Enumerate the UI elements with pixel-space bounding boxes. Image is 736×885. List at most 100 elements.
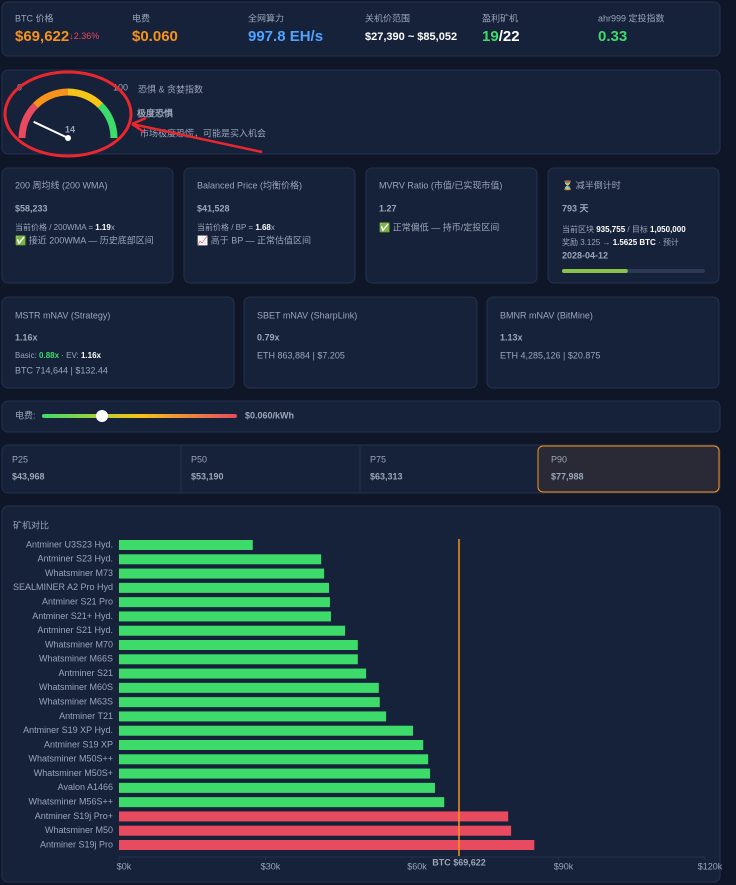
gauge-max: 100 [113,82,128,92]
text-part: x [271,223,275,232]
gauge-level: 极度恐惧 [137,107,173,118]
x-tick-label: $30k [261,861,281,871]
y-tick-label: Whatsminer M70 [45,639,113,649]
y-tick-label: Antminer U3S23 Hyd. [26,539,113,549]
stat-value: $0.060 [132,28,178,45]
x-tick-label: $90k [554,861,574,871]
x-tick-label: $0k [117,861,132,871]
bar [119,654,358,665]
text-part: $69,622 [15,28,69,45]
card-status: ✅ 正常偏低 — 持币/定投区间 [379,221,499,232]
y-tick-label: Whatsminer M50S++ [28,754,113,764]
y-tick-label: Antminer T21 [59,711,113,721]
text-part: 1,050,000 [650,225,686,234]
percentile-value: $77,988 [551,471,584,481]
bar [119,782,435,793]
percentile-label: P50 [191,454,207,464]
gauge-title: 恐惧 & 贪婪指数 [138,83,203,94]
text-part: 0.88x [39,351,60,360]
text-part: 0.33 [598,28,627,45]
text-part: $0.060 [132,28,178,45]
bar [119,682,379,693]
stat-label: 电费 [132,12,150,23]
slider-track [42,414,237,418]
text-part: 19 [482,28,499,45]
bar [119,825,512,836]
card-value: $58,233 [15,203,48,213]
percentile-highlight [537,445,720,493]
text-part: x [111,223,115,232]
y-tick-label: Whatsminer M60S [39,682,113,692]
progress-bar [562,269,628,273]
card [183,167,356,284]
bar [119,768,431,779]
card-title: BMNR mNAV (BitMine) [500,310,593,320]
y-tick-label: Antminer S21+ Hyd. [32,611,113,621]
card [1,296,235,389]
halving-date: 2028-04-12 [562,250,608,260]
card-title: MSTR mNAV (Strategy) [15,310,110,320]
bar [119,754,429,765]
text-part: 1.19 [95,223,111,232]
gauge-arc [97,102,118,139]
card [1,69,721,155]
y-tick-label: Antminer S21 Pro [42,597,113,607]
text-line: 奖励 3.125 → 1.5625 BTC · 预计 [562,237,679,247]
reference-label: BTC $69,622 [432,857,486,867]
card-value: 1.16x [15,332,38,342]
card [1,1,721,57]
card-title: SBET mNAV (SharpLink) [257,310,357,320]
text-part: 1.5625 BTC [613,238,656,247]
bar [119,697,380,708]
percentile-value: $63,313 [370,471,403,481]
card [1,400,721,433]
gauge-arc [67,88,104,109]
gauge-value: 14 [65,124,75,134]
x-tick-label: $60k [407,861,427,871]
card [365,167,538,284]
card [1,167,174,284]
card-status: ✅ 接近 200WMA — 历史底部区间 [15,234,154,245]
bar [119,725,413,736]
stat-label: ahr999 定投指数 [598,12,665,23]
stat-label: 关机价范围 [365,12,410,23]
y-tick-label: Whatsminer M63S [39,697,113,707]
y-tick-label: Whatsminer M73 [45,568,113,578]
percentile-value: $53,190 [191,471,224,481]
card-value: 0.79x [257,332,280,342]
card-detail: ETH 4,285,126 | $20.875 [500,350,600,360]
bar [119,540,253,550]
stat-label: 盈利矿机 [482,12,518,23]
text-part: · EV: [59,351,81,360]
chart-title: 矿机对比 [13,519,49,530]
percentile-label: P75 [370,454,386,464]
card-value: 1.27 [379,203,397,213]
card-value: 793 天 [562,203,590,213]
bar [119,568,325,579]
percentile-label: P90 [551,454,567,464]
slider-knob[interactable] [96,410,108,422]
bar [119,582,329,593]
text-part: 935,755 [596,225,625,234]
percentile-label: P25 [12,454,28,464]
y-tick-label: Antminer S19j Pro+ [35,811,113,821]
bar [119,668,367,679]
gauge-hub [65,135,71,141]
gauge-arc [18,102,39,139]
y-tick-label: Whatsminer M66S [39,654,113,664]
slider-label: 电费: [15,409,36,420]
bar [119,597,330,608]
card-ratio: 当前价格 / BP = 1.68x [197,222,275,232]
y-tick-label: Antminer S19 XP [44,739,113,749]
y-tick-label: Antminer S21 [58,668,113,678]
bar [119,840,535,850]
text-part: 奖励 3.125 → [562,237,613,247]
card-value: 1.13x [500,332,523,342]
x-tick-label: $120k [698,861,723,871]
card [547,167,720,284]
card [243,296,478,389]
bar [119,611,331,622]
y-tick-label: SEALMINER A2 Pro Hyd [13,582,113,592]
text-line: Basic: 0.88x · EV: 1.16x [15,351,102,360]
text-part: ↓2.36% [69,31,99,41]
